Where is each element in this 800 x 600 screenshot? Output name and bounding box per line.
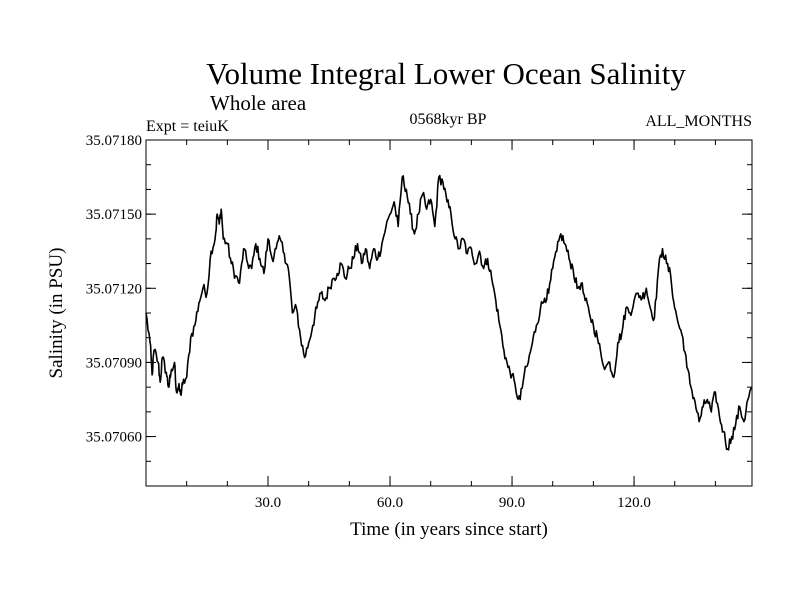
chart-subtitle: Whole area xyxy=(210,91,307,115)
x-tick-label: 120.0 xyxy=(617,495,651,511)
y-axis-label: Salinity (in PSU) xyxy=(46,248,67,379)
months-label: ALL_MONTHS xyxy=(645,113,752,130)
period-label: 0568kyr BP xyxy=(410,111,487,128)
chart-title: Volume Integral Lower Ocean Salinity xyxy=(206,56,686,91)
plot-frame xyxy=(145,139,753,487)
x-tick-label: 60.0 xyxy=(377,495,403,511)
y-tick-label: 35.07060 xyxy=(86,430,142,446)
y-tick-label: 35.07090 xyxy=(86,355,142,371)
expt-label: Expt = teiuK xyxy=(146,118,229,135)
y-axis: 35.07060 35.07090 35.07120 35.07150 35.07180 xyxy=(86,133,752,462)
x-axis: 30.0 60.0 90.0 120.0 xyxy=(186,140,716,511)
y-tick-label: 35.07180 xyxy=(86,133,142,149)
x-tick-label: 90.0 xyxy=(499,495,525,511)
x-axis-label: Time (in years since start) xyxy=(350,519,548,540)
y-tick-label: 35.07150 xyxy=(86,207,142,223)
x-tick-label: 30.0 xyxy=(255,495,281,511)
series-line-salinity xyxy=(145,174,753,451)
y-tick-label: 35.07120 xyxy=(86,281,142,297)
